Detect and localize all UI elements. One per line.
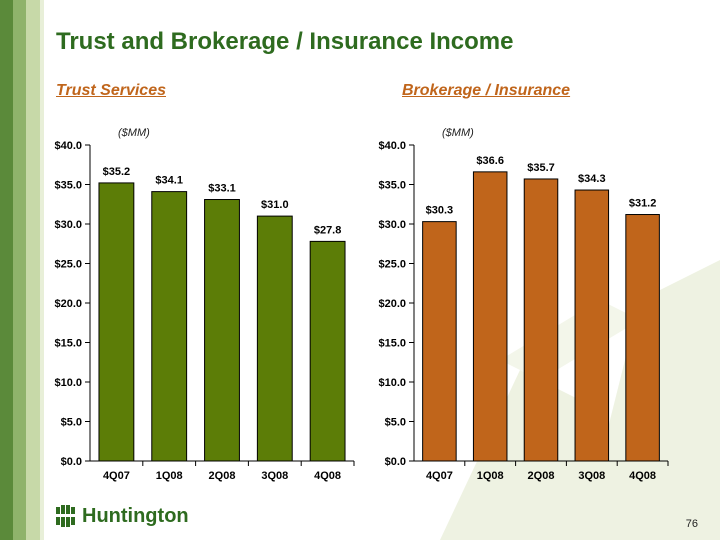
bar bbox=[574, 189, 610, 462]
y-tick-label: $10.0 bbox=[378, 377, 406, 389]
unit-label: ($MM) bbox=[442, 127, 474, 139]
y-tick-label: $15.0 bbox=[378, 338, 406, 350]
x-tick-label: 4Q08 bbox=[314, 470, 341, 482]
slide-title: Trust and Brokerage / Insurance Income bbox=[56, 28, 514, 55]
x-tick-label: 1Q08 bbox=[156, 470, 183, 482]
y-tick-label: $30.0 bbox=[378, 219, 406, 231]
y-tick-label: $30.0 bbox=[54, 219, 82, 231]
band-stripe bbox=[13, 0, 26, 540]
brokerage-insurance-heading: Brokerage / Insurance bbox=[402, 82, 571, 99]
x-tick-label: 4Q08 bbox=[629, 470, 656, 482]
data-label: $35.7 bbox=[527, 162, 555, 174]
logo-text: Huntington bbox=[82, 504, 189, 527]
data-label: $36.6 bbox=[476, 155, 504, 167]
y-tick-label: $0.0 bbox=[385, 456, 406, 468]
bar bbox=[309, 240, 346, 462]
page-number: 76 bbox=[685, 518, 698, 530]
data-label: $30.3 bbox=[426, 205, 454, 217]
y-tick-label: $35.0 bbox=[378, 180, 406, 192]
band-stripe bbox=[26, 0, 40, 540]
data-label: $34.1 bbox=[155, 175, 183, 187]
bar bbox=[472, 171, 508, 462]
bar bbox=[422, 221, 457, 462]
y-tick-label: $5.0 bbox=[385, 417, 406, 429]
y-tick-label: $35.0 bbox=[54, 180, 82, 192]
left-decorative-band bbox=[0, 0, 44, 540]
x-tick-label: 4Q07 bbox=[103, 470, 130, 482]
band-stripe bbox=[0, 0, 13, 540]
bar bbox=[256, 215, 293, 462]
y-tick-label: $20.0 bbox=[54, 298, 82, 310]
huntington-logo-icon bbox=[56, 505, 75, 527]
huntington-logo: Huntington bbox=[56, 502, 189, 530]
y-tick-label: $5.0 bbox=[61, 417, 82, 429]
y-tick-label: $20.0 bbox=[378, 298, 406, 310]
bar bbox=[151, 191, 188, 462]
data-label: $31.2 bbox=[629, 198, 657, 210]
trust-services-heading: Trust Services bbox=[56, 82, 166, 99]
data-label: $27.8 bbox=[314, 224, 342, 236]
x-tick-label: 4Q07 bbox=[426, 470, 453, 482]
data-label: $33.1 bbox=[208, 183, 236, 195]
y-tick-label: $0.0 bbox=[61, 456, 82, 468]
data-label: $31.0 bbox=[261, 199, 289, 211]
y-tick-label: $25.0 bbox=[54, 259, 82, 271]
x-tick-label: 3Q08 bbox=[261, 470, 288, 482]
x-tick-label: 3Q08 bbox=[578, 470, 605, 482]
x-tick-label: 2Q08 bbox=[209, 470, 236, 482]
bar bbox=[523, 178, 559, 462]
bar bbox=[625, 214, 660, 462]
bar bbox=[98, 182, 135, 462]
data-label: $35.2 bbox=[103, 166, 131, 178]
x-tick-label: 2Q08 bbox=[528, 470, 555, 482]
y-tick-label: $10.0 bbox=[54, 377, 82, 389]
data-label: $34.3 bbox=[578, 173, 606, 185]
y-tick-label: $15.0 bbox=[54, 338, 82, 350]
x-tick-label: 1Q08 bbox=[477, 470, 504, 482]
y-tick-label: $40.0 bbox=[378, 140, 406, 152]
bar bbox=[204, 199, 240, 462]
y-tick-label: $40.0 bbox=[54, 140, 82, 152]
band-stripe bbox=[40, 0, 44, 540]
unit-label: ($MM) bbox=[118, 127, 150, 139]
y-tick-label: $25.0 bbox=[378, 259, 406, 271]
